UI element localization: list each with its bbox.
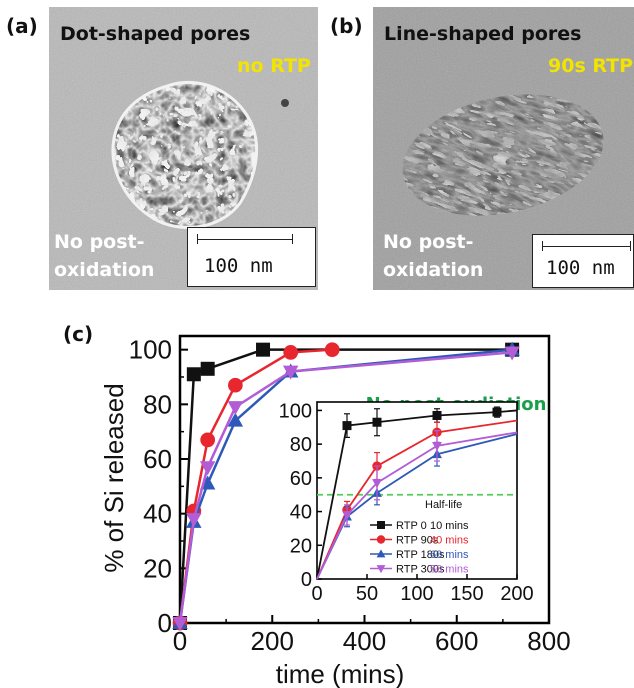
inset-y-tick-label: 60 [290,468,312,490]
inset-y-tick-label: 100 [279,400,312,422]
inset-series-rtp-300s [316,430,518,580]
data-point [199,461,216,476]
legend-marker [376,565,386,574]
data-point [504,346,520,361]
x-tick-label: 400 [343,626,386,656]
panel-a-title: Dot-shaped pores [60,23,251,45]
legend-half-life: 40 mins [430,535,469,547]
series-line [178,351,513,624]
inset-frame [316,401,518,580]
inset-y-tick-label: 20 [290,535,312,557]
data-point [186,513,202,528]
y-tick-label: 40 [143,499,172,529]
data-point [186,367,201,382]
half-life-header: Half-life [425,499,462,511]
y-tick-label: 80 [143,389,172,419]
x-axis-label: time (mins) [276,659,405,688]
inset-data-point [492,407,502,417]
inset-y-tick-label: 80 [290,434,312,456]
scale-bar-b: 100 nm [532,234,634,288]
inset-data-point [342,511,352,521]
y-axis-label: % of Si released [99,383,129,572]
y-tick-label: 100 [129,335,172,365]
inset-data-point [372,417,382,427]
panel-b-label: (b) [330,14,363,38]
inset-x-tick-label: 200 [500,583,533,605]
data-point [324,342,340,358]
scale-label-b: 100 nm [546,257,615,279]
scale-line [542,246,630,247]
panel-b-note-line1: No post- [383,231,474,253]
series-rtp-300s [172,346,520,632]
panel-a-condition: no RTP [237,55,311,77]
legend-half-life: 10 mins [430,520,469,532]
tem-image-a [49,7,318,290]
y-tick-label: 20 [143,553,172,583]
scale-label-a: 100 nm [204,255,273,277]
panel-a-note-line1: No post- [54,231,145,253]
scale-cap-right [292,234,293,244]
inset-data-point [342,421,352,431]
data-point [283,345,299,360]
data-point [283,365,299,380]
y-tick-label: 0 [158,608,172,638]
inset-data-point [432,442,442,452]
data-point [200,432,216,448]
x-tick-label: 800 [527,626,570,656]
panel-c-label: (c) [63,322,94,346]
inset-x-tick-label: 150 [450,583,483,605]
data-point [200,361,215,376]
legend-series-name: RTP 180s [396,549,445,561]
inset-x-tick-label: 100 [400,583,433,605]
legend-marker [377,521,385,529]
legend-half-life: 50 mins [430,564,469,576]
data-point [228,377,243,393]
legend-half-life: 60 mins [430,549,469,561]
data-point [227,401,244,416]
legend-series-name: RTP 0 [396,520,427,532]
y-tick-label: 60 [143,444,172,474]
legend-marker [376,549,386,558]
inset-x-tick-label: 0 [311,583,322,605]
legend-series-name: RTP 300s [396,564,445,576]
inset-data-point [372,479,382,489]
scale-line [197,239,292,240]
x-tick-label: 0 [173,626,187,656]
inset-series-rtp-0 [316,406,518,580]
x-tick-label: 200 [251,626,294,656]
x-tick-label: 600 [435,626,478,656]
legend-series-name: RTP 90s [396,535,439,547]
panel-b-note-line2: oxidation [383,259,484,281]
data-point [227,412,244,427]
inset-y-tick-label: 0 [301,569,312,591]
panel-b-title: Line-shaped pores [384,23,582,45]
inset-x-tick-label: 50 [356,583,378,605]
panel-a-label: (a) [6,14,38,38]
scale-cap-right [630,241,631,251]
data-point [256,342,271,357]
panel-a-note-line2: oxidation [54,259,155,281]
legend-marker [376,535,386,544]
inset-y-tick-label: 40 [290,502,312,524]
data-point [172,617,188,632]
inset-data-point [432,410,442,420]
scale-bar-a: 100 nm [187,227,316,287]
panel-b-condition: 90s RTP [548,55,634,77]
inset-plot: 0 50 100 150 200 0 20 40 60 80 100 Half-life RTP 0 10… [279,400,534,605]
